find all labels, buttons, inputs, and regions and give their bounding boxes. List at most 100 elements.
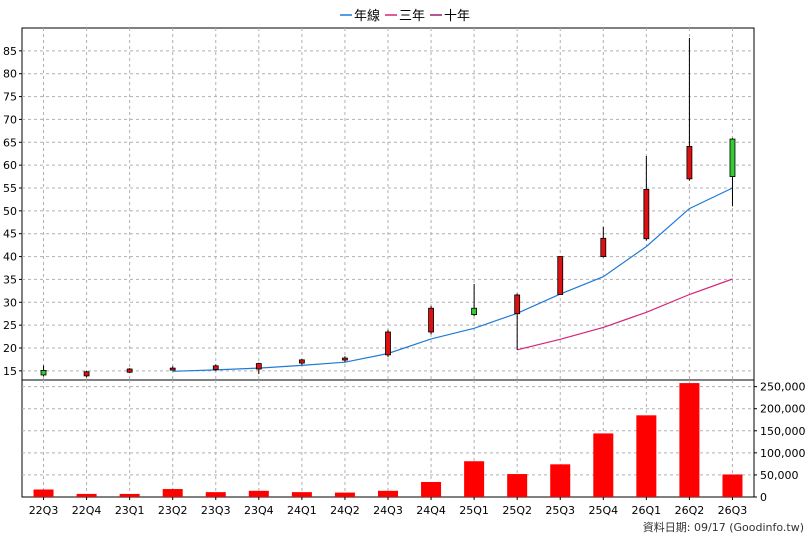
price-ytick-label: 75 (3, 91, 17, 104)
volume-panel: 0 50,000 100,000 150,000 200,000 250,000 (21, 379, 806, 504)
candle (428, 305, 434, 335)
volume-bar (507, 474, 528, 497)
candle (40, 365, 47, 377)
candle-body (643, 188, 650, 240)
price-ytick-label: 20 (3, 342, 17, 355)
x-tick-label: 24Q2 (330, 504, 360, 517)
legend: 年線 三年 十年 (340, 8, 470, 24)
x-tick-label: 25Q1 (459, 504, 489, 517)
x-tick-label: 22Q4 (72, 504, 102, 517)
x-tick-label: 24Q3 (373, 504, 403, 517)
price-ytick-label: 35 (3, 273, 17, 286)
candle-body (83, 371, 90, 377)
volume-bar (291, 492, 312, 497)
volume-bar (162, 489, 183, 497)
candle-body (255, 363, 262, 370)
volume-bar (550, 464, 571, 497)
candle (514, 293, 521, 350)
volume-ytick-label: 200,000 (760, 403, 806, 416)
candle-body (686, 145, 693, 180)
candle-body (600, 237, 607, 257)
source-note: 資料日期: 09/17 (Goodinfo.tw) (643, 520, 804, 534)
ma-line-0 (172, 187, 733, 372)
volume-bar (679, 383, 700, 497)
x-tick-label: 26Q3 (718, 504, 748, 517)
volume-bar (205, 492, 226, 497)
candle (643, 156, 650, 241)
candle-body (126, 368, 133, 373)
candle-body (557, 256, 564, 295)
x-tick-label: 25Q2 (502, 504, 532, 517)
candle (471, 284, 478, 316)
volume-bar (464, 461, 485, 497)
legend-label-three-year: 三年 (399, 9, 425, 24)
candle (342, 356, 348, 363)
price-ytick-label: 30 (3, 296, 17, 309)
x-tick-label: 23Q4 (244, 504, 274, 517)
candle (298, 358, 305, 365)
candle-body (471, 307, 478, 316)
volume-ytick-label: 100,000 (760, 447, 806, 460)
volume-bar (593, 433, 614, 497)
x-tick-label: 23Q2 (158, 504, 188, 517)
candle (557, 256, 564, 295)
candle-body (40, 369, 47, 376)
x-tick-label: 24Q1 (287, 504, 317, 517)
candle (686, 38, 693, 181)
candle-body (298, 359, 305, 364)
candle-body (342, 357, 348, 361)
volume-ytick-label: 50,000 (760, 469, 799, 482)
x-tick-label: 24Q4 (416, 504, 446, 517)
x-tick-label: 22Q3 (29, 504, 59, 517)
x-tick-label: 23Q3 (201, 504, 231, 517)
price-ytick-label: 85 (3, 45, 17, 58)
x-tick-label: 25Q3 (545, 504, 575, 517)
volume-bar (722, 474, 743, 497)
candle-body (212, 365, 219, 370)
candle-body (514, 294, 521, 315)
volume-ytick-label: 250,000 (760, 381, 806, 394)
candle-body (385, 331, 391, 356)
candle-body (729, 138, 736, 177)
candle-body (169, 367, 176, 371)
price-ytick-label: 45 (3, 228, 17, 241)
volume-ytick-label: 0 (760, 491, 767, 504)
candle (385, 329, 391, 358)
candle (212, 364, 219, 371)
x-axis: 22Q3 22Q4 23Q1 23Q2 23Q3 23Q4 24Q1 24Q2 24Q3 24Q4… (29, 497, 748, 517)
volume-ytick-label: 150,000 (760, 425, 806, 438)
x-tick-label: 26Q2 (675, 504, 705, 517)
price-panel: 15 20 25 30 35 40 45 50 55 60 65 70 75 80 85 (3, 27, 755, 381)
candle (255, 362, 262, 375)
candle (600, 226, 607, 258)
volume-bar (636, 415, 657, 497)
price-ytick-label: 80 (3, 68, 17, 81)
price-ytick-label: 60 (3, 159, 17, 172)
volume-bar (76, 493, 97, 497)
volume-bar (421, 481, 442, 497)
candle-body (428, 307, 434, 333)
candle (169, 366, 176, 371)
price-ytick-label: 15 (3, 365, 17, 378)
volume-bar (119, 493, 140, 497)
volume-bar (33, 489, 54, 497)
price-ytick-label: 65 (3, 136, 17, 149)
volume-bar (248, 490, 269, 497)
price-ytick-label: 40 (3, 251, 17, 264)
price-ytick-label: 25 (3, 319, 17, 332)
price-ytick-label: 55 (3, 182, 17, 195)
candle (83, 370, 90, 378)
x-tick-label: 25Q4 (588, 504, 618, 517)
x-tick-label: 26Q1 (632, 504, 662, 517)
x-tick-label: 23Q1 (115, 504, 145, 517)
price-ytick-label: 70 (3, 113, 17, 126)
volume-bar (378, 490, 398, 497)
legend-label-year-line: 年線 (354, 8, 380, 24)
candle (126, 368, 133, 374)
volume-bar (334, 492, 355, 497)
candle (729, 138, 736, 207)
ma-line-1 (517, 278, 733, 351)
legend-label-ten-year: 十年 (444, 9, 470, 24)
price-ytick-label: 50 (3, 205, 17, 218)
